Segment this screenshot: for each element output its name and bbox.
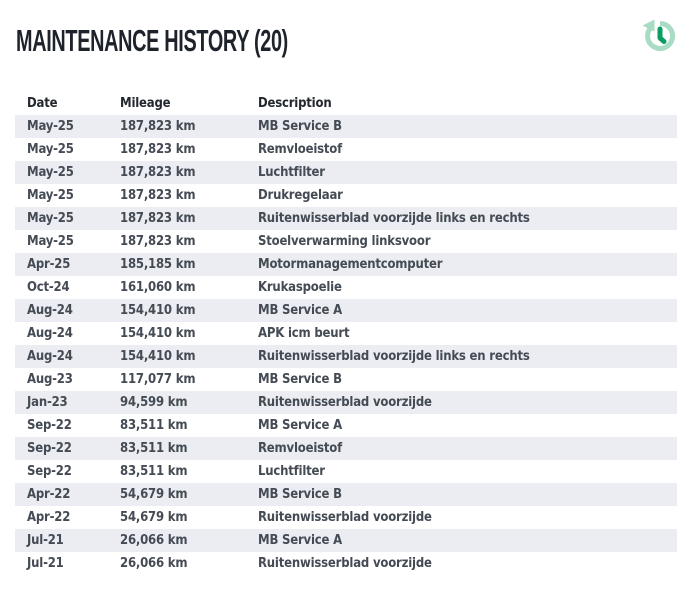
cell-mileage: 154,410 km xyxy=(120,303,196,318)
cell-mileage: 83,511 km xyxy=(120,418,188,433)
column-header-description: Description xyxy=(258,96,332,111)
cell-description: MB Service A xyxy=(258,418,342,433)
cell-mileage: 117,077 km xyxy=(120,372,196,387)
table-row: May-25 187,823 km Luchtfilter xyxy=(15,161,677,184)
table-row: May-25 187,823 km Ruitenwisserblad voorz… xyxy=(15,207,677,230)
table-row: May-25 187,823 km Remvloeistof xyxy=(15,138,677,161)
cell-description: Ruitenwisserblad voorzijde links en rech… xyxy=(258,211,530,226)
cell-description: Remvloeistof xyxy=(258,142,343,157)
cell-mileage: 94,599 km xyxy=(120,395,188,410)
cell-description: Ruitenwisserblad voorzijde xyxy=(258,510,432,525)
table-row: May-25 187,823 km MB Service B xyxy=(15,115,677,138)
column-header-mileage: Mileage xyxy=(120,96,171,111)
cell-description: Krukaspoelie xyxy=(258,280,342,295)
table-row: Jan-23 94,599 km Ruitenwisserblad voorzi… xyxy=(15,391,677,414)
cell-mileage: 154,410 km xyxy=(120,326,196,341)
table-row: Jul-21 26,066 km MB Service A xyxy=(15,529,677,552)
cell-date: Jan-23 xyxy=(27,395,68,410)
cell-mileage: 26,066 km xyxy=(120,533,188,548)
cell-description: Luchtfilter xyxy=(258,464,325,479)
cell-description: MB Service B xyxy=(258,372,342,387)
table-header-row: Date Mileage Description xyxy=(15,92,677,115)
cell-description: Stoelverwarming linksvoor xyxy=(258,234,431,249)
cell-mileage: 83,511 km xyxy=(120,464,188,479)
cell-mileage: 54,679 km xyxy=(120,487,188,502)
cell-mileage: 187,823 km xyxy=(120,142,196,157)
table-row: Aug-24 154,410 km Ruitenwisserblad voorz… xyxy=(15,345,677,368)
cell-date: May-25 xyxy=(27,119,74,134)
cell-description: MB Service B xyxy=(258,119,342,134)
cell-description: MB Service A xyxy=(258,303,342,318)
cell-mileage: 187,823 km xyxy=(120,119,196,134)
table-row: Sep-22 83,511 km Remvloeistof xyxy=(15,437,677,460)
cell-mileage: 154,410 km xyxy=(120,349,196,364)
table-row: Oct-24 161,060 km Krukaspoelie xyxy=(15,276,677,299)
cell-description: Drukregelaar xyxy=(258,188,343,203)
cell-mileage: 187,823 km xyxy=(120,234,196,249)
cell-date: Aug-23 xyxy=(27,372,73,387)
cell-description: Ruitenwisserblad voorzijde xyxy=(258,395,432,410)
cell-date: May-25 xyxy=(27,142,74,157)
table-row: Sep-22 83,511 km Luchtfilter xyxy=(15,460,677,483)
cell-date: Sep-22 xyxy=(27,418,72,433)
table-row: Aug-23 117,077 km MB Service B xyxy=(15,368,677,391)
page-title: MAINTENANCE HISTORY (20) xyxy=(16,23,288,58)
cell-mileage: 26,066 km xyxy=(120,556,188,571)
cell-date: May-25 xyxy=(27,165,74,180)
maintenance-table: Date Mileage Description May-25 187,823 … xyxy=(15,92,677,575)
cell-description: MB Service A xyxy=(258,533,342,548)
cell-mileage: 54,679 km xyxy=(120,510,188,525)
cell-date: May-25 xyxy=(27,188,74,203)
cell-mileage: 187,823 km xyxy=(120,188,196,203)
cell-date: Apr-22 xyxy=(27,510,71,525)
cell-mileage: 187,823 km xyxy=(120,211,196,226)
table-row: Jul-21 26,066 km Ruitenwisserblad voorzi… xyxy=(15,552,677,575)
history-icon xyxy=(640,16,678,54)
column-header-date: Date xyxy=(27,96,58,111)
cell-description: Motormanagementcomputer xyxy=(258,257,443,272)
cell-date: Apr-25 xyxy=(27,257,71,272)
table-row: Apr-22 54,679 km MB Service B xyxy=(15,483,677,506)
table-row: Aug-24 154,410 km APK icm beurt xyxy=(15,322,677,345)
cell-date: May-25 xyxy=(27,234,74,249)
cell-description: APK icm beurt xyxy=(258,326,350,341)
cell-date: Sep-22 xyxy=(27,464,72,479)
cell-date: Jul-21 xyxy=(27,533,64,548)
cell-date: Oct-24 xyxy=(27,280,70,295)
cell-mileage: 83,511 km xyxy=(120,441,188,456)
cell-description: Ruitenwisserblad voorzijde xyxy=(258,556,432,571)
table-row: Aug-24 154,410 km MB Service A xyxy=(15,299,677,322)
cell-mileage: 161,060 km xyxy=(120,280,196,295)
cell-date: Aug-24 xyxy=(27,303,73,318)
cell-date: Jul-21 xyxy=(27,556,64,571)
table-row: May-25 187,823 km Drukregelaar xyxy=(15,184,677,207)
table-row: Sep-22 83,511 km MB Service A xyxy=(15,414,677,437)
table-body: May-25 187,823 km MB Service B May-25 18… xyxy=(15,115,677,575)
cell-date: Aug-24 xyxy=(27,349,73,364)
cell-date: May-25 xyxy=(27,211,74,226)
cell-mileage: 187,823 km xyxy=(120,165,196,180)
cell-date: Sep-22 xyxy=(27,441,72,456)
cell-description: Luchtfilter xyxy=(258,165,325,180)
cell-date: Aug-24 xyxy=(27,326,73,341)
cell-description: MB Service B xyxy=(258,487,342,502)
cell-description: Ruitenwisserblad voorzijde links en rech… xyxy=(258,349,530,364)
table-row: Apr-25 185,185 km Motormanagementcompute… xyxy=(15,253,677,276)
cell-description: Remvloeistof xyxy=(258,441,343,456)
table-row: Apr-22 54,679 km Ruitenwisserblad voorzi… xyxy=(15,506,677,529)
cell-date: Apr-22 xyxy=(27,487,71,502)
table-row: May-25 187,823 km Stoelverwarming linksv… xyxy=(15,230,677,253)
cell-mileage: 185,185 km xyxy=(120,257,196,272)
